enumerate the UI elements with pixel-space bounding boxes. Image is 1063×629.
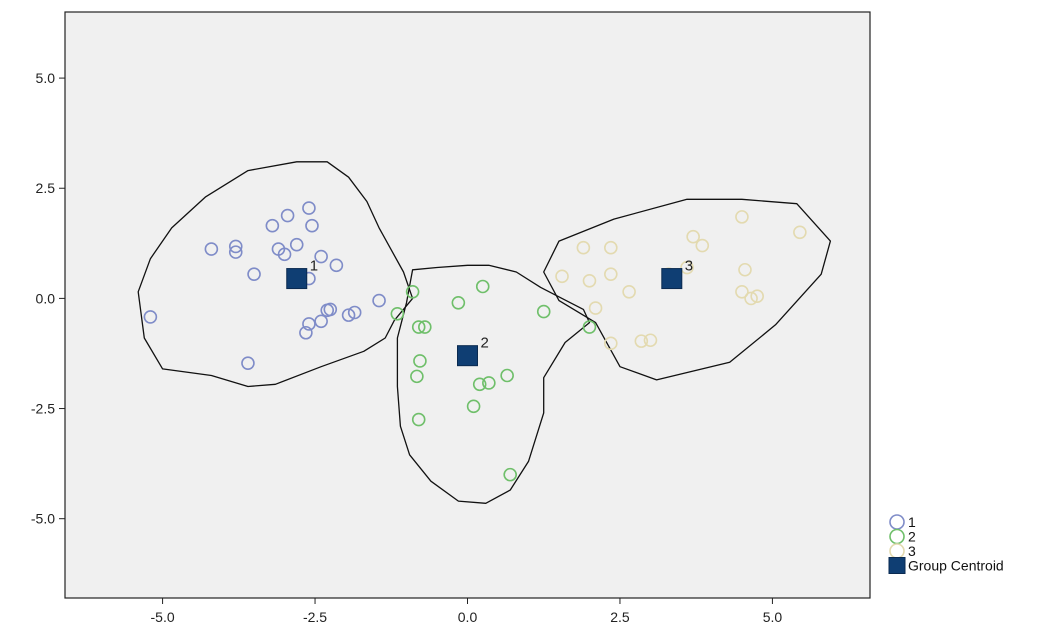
y-tick-label: -2.5 [31,401,55,417]
region-outline-group-3 [543,198,832,381]
data-point-group-1 [265,218,280,233]
data-point-group-2 [475,279,490,294]
data-point-group-3 [738,262,752,277]
data-point-group-3 [576,240,591,255]
centroid-marker [457,345,478,367]
data-point-group-1 [314,314,328,329]
data-point-group-2 [482,376,496,390]
data-point-group-2 [500,368,514,383]
y-tick-label: -5.0 [31,511,55,527]
centroid-label: 1 [310,258,318,275]
data-point-group-3 [686,229,700,244]
data-point-group-3 [555,269,569,284]
data-point-group-3 [588,301,603,315]
x-tick-label: -5.0 [151,609,175,625]
data-point-group-3 [680,260,694,275]
data-point-group-2 [451,295,466,310]
legend-label: 2 [908,529,916,545]
x-tick-label: 2.5 [610,609,630,625]
data-point-group-1 [347,305,362,320]
legend-label: 3 [908,543,916,559]
data-point-group-2 [472,377,487,392]
data-point-group-1 [299,325,313,340]
x-tick-label: -2.5 [303,609,327,625]
data-point-group-1 [341,308,356,322]
y-tick-label: 2.5 [36,180,56,196]
data-point-group-1 [228,245,243,259]
region-outline-group-2 [396,264,591,504]
region-outlines [137,161,832,504]
data-point-group-2 [410,369,424,384]
legend-label: Group Centroid [908,558,1004,574]
data-point-group-1 [329,258,344,273]
data-point-group-1 [314,249,328,264]
centroid-marker [286,268,308,290]
data-point-group-3 [634,334,649,348]
data-point-group-2 [536,304,551,319]
data-point-group-3 [793,225,807,240]
y-tick-label: 0.0 [36,290,56,306]
data-point-group-2 [390,307,405,321]
centroid-label: 3 [685,258,693,275]
data-point-group-2 [413,354,427,368]
legend-swatch-group-3 [889,543,905,559]
x-axis: -5.0 -2.5 0.0 2.5 5.0 [151,598,783,625]
data-point-group-3 [622,284,636,299]
legend-swatch-group-2 [889,528,905,545]
data-point-group-2 [405,284,420,299]
data-point-group-1 [323,302,338,317]
legend-swatch-centroid [888,557,906,574]
data-point-group-3 [695,238,710,253]
x-tick-label: 0.0 [458,609,478,625]
data-point-group-2 [411,412,426,427]
centroid-marker [661,268,683,290]
data-point-group-1 [277,247,292,262]
data-point-group-1 [305,218,319,233]
data-point-group-2 [466,399,481,414]
legend-swatch-group-1 [889,514,905,530]
x-tick-label: 5.0 [763,609,783,625]
y-tick-label: 5.0 [36,70,56,86]
data-point-group-2 [582,320,597,334]
data-point-group-3 [750,289,764,303]
data-point-group-3 [744,291,758,306]
data-point-group-1 [241,356,255,370]
data-point-group-1 [204,242,219,256]
data-point-group-3 [643,333,658,348]
y-axis: 5.0 2.5 0.0 -2.5 -5.0 [31,70,65,527]
data-point-group-1 [280,208,295,223]
legend-label: 1 [908,514,916,530]
data-point-group-1 [143,310,158,324]
centroid-label: 2 [481,335,489,352]
data-point-group-2 [503,467,517,482]
data-point-group-3 [735,284,749,299]
data-point-group-2 [418,320,432,334]
data-point-group-3 [604,336,618,351]
data-point-group-1 [302,201,316,215]
data-point-group-3 [604,267,618,281]
group-centroids: 1 2 3 [286,258,693,367]
plot-area [64,11,871,599]
data-point-group-1 [372,293,386,308]
data-point-group-1 [289,237,304,252]
data-point-group-3 [604,240,618,255]
data-point-group-3 [582,273,597,288]
data-point-group-1 [228,239,243,254]
data-point-group-1 [247,267,261,281]
data-point-group-3 [735,210,749,224]
data-point-group-2 [411,320,426,334]
region-outline-group-1 [137,161,414,388]
